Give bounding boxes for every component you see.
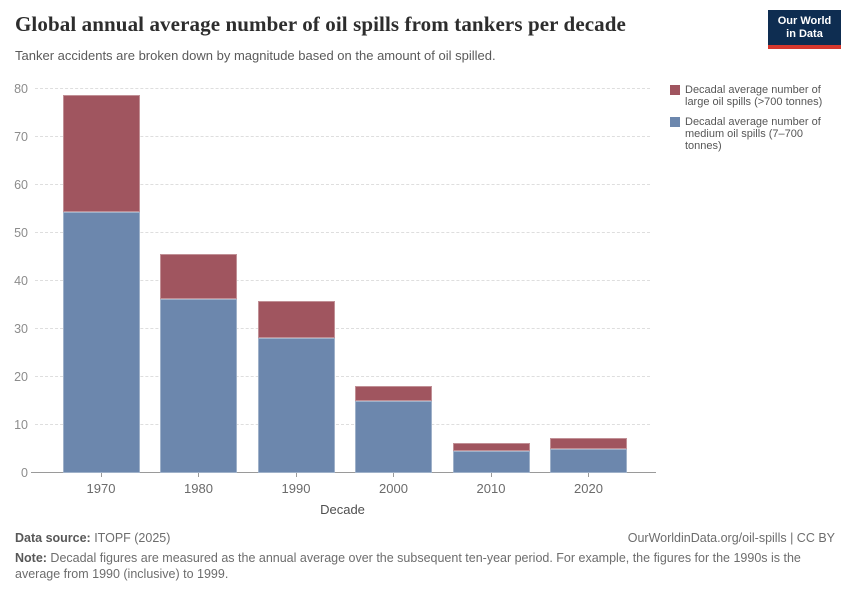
gridline-40: [35, 280, 650, 281]
plot-area: Decade 0 10 20 30 40 50 60 70 80 1970 1980 1990 2000…: [14, 82, 656, 517]
bar-segment[interactable]: [452, 442, 530, 452]
y-axis-tick-label: 60: [14, 178, 28, 192]
footer: Data source: ITOPF (2025) OurWorldinData…: [15, 531, 835, 545]
x-axis-title: Decade: [320, 502, 365, 517]
legend-swatch: [670, 85, 680, 95]
legend-swatch: [670, 117, 680, 127]
legend-label: Decadal average number of large oil spil…: [685, 84, 823, 108]
y-axis-tick-label: 40: [14, 274, 28, 288]
data-source-label: Data source:: [15, 531, 91, 545]
y-axis-tick-label: 30: [14, 322, 28, 336]
y-axis-tick-label: 80: [14, 82, 28, 96]
y-axis-tick-label: 20: [14, 370, 28, 384]
owid-logo-line1: Our World: [777, 14, 832, 27]
chart-title: Global annual average number of oil spil…: [15, 12, 626, 36]
owid-logo-line2: in Data: [786, 27, 823, 40]
bar-segment[interactable]: [355, 401, 432, 473]
x-axis-tickmark: [198, 473, 199, 477]
x-axis-tickmark: [588, 473, 589, 477]
data-source-value: ITOPF (2025): [90, 531, 171, 545]
x-axis-tickmark: [295, 473, 297, 477]
y-axis-tick-label: 10: [14, 418, 28, 432]
gridline-70: [35, 136, 650, 137]
x-axis-line: [31, 472, 656, 473]
bar-segment[interactable]: [62, 94, 140, 213]
legend: Decadal average number of large oil spil…: [670, 84, 842, 160]
y-axis-tick-label: 0: [21, 466, 28, 480]
bar-1990[interactable]: [257, 300, 335, 473]
gridline-10: [35, 424, 650, 425]
bar-2010[interactable]: [452, 442, 530, 473]
bar-segment[interactable]: [257, 300, 335, 339]
footer-note-text: Decadal figures are measured as the annu…: [15, 551, 801, 581]
chart-subtitle: Tanker accidents are broken down by magn…: [15, 48, 496, 63]
bar-segment[interactable]: [257, 338, 335, 473]
footer-note: Note: Decadal figures are measured as th…: [15, 551, 820, 582]
footer-note-label: Note:: [15, 551, 47, 565]
x-axis-tick-label: 2020: [574, 481, 603, 496]
bar-segment[interactable]: [160, 299, 237, 473]
bar-segment[interactable]: [160, 254, 237, 300]
bar-2020[interactable]: [550, 438, 627, 473]
legend-item-medium-spills[interactable]: Decadal average number of medium oil spi…: [670, 116, 842, 152]
data-source: Data source: ITOPF (2025): [15, 531, 170, 545]
gridline-60: [35, 184, 650, 185]
gridline-20: [35, 376, 650, 377]
x-axis-tick-label: 1970: [86, 481, 116, 496]
bar-segment[interactable]: [550, 438, 627, 449]
legend-item-large-spills[interactable]: Decadal average number of large oil spil…: [670, 84, 842, 108]
gridline-30: [35, 328, 650, 329]
y-axis-tick-label: 50: [14, 226, 28, 240]
bar-1970[interactable]: [62, 94, 140, 473]
owid-logo[interactable]: Our World in Data: [768, 10, 841, 49]
x-axis-tickmark: [393, 473, 394, 477]
x-axis-tick-label: 1980: [184, 481, 213, 496]
bar-segment[interactable]: [452, 451, 530, 473]
bar-segment[interactable]: [550, 448, 627, 473]
bar-segment[interactable]: [62, 212, 140, 473]
rights-link[interactable]: OurWorldinData.org/oil-spills | CC BY: [627, 531, 835, 545]
x-axis-tickmark: [100, 473, 102, 477]
gridline-50: [35, 232, 650, 233]
legend-label: Decadal average number of medium oil spi…: [685, 116, 821, 152]
gridline-80: [35, 88, 650, 89]
y-axis-tick-label: 70: [14, 130, 28, 144]
x-axis-tick-label: 2000: [379, 481, 408, 496]
bar-1980[interactable]: [160, 254, 237, 473]
x-axis-tickmark: [490, 473, 492, 477]
bar-2000[interactable]: [355, 386, 432, 473]
bar-segment[interactable]: [355, 386, 432, 402]
x-axis-tick-label: 1990: [281, 481, 311, 496]
x-axis-tick-label: 2010: [476, 481, 506, 496]
